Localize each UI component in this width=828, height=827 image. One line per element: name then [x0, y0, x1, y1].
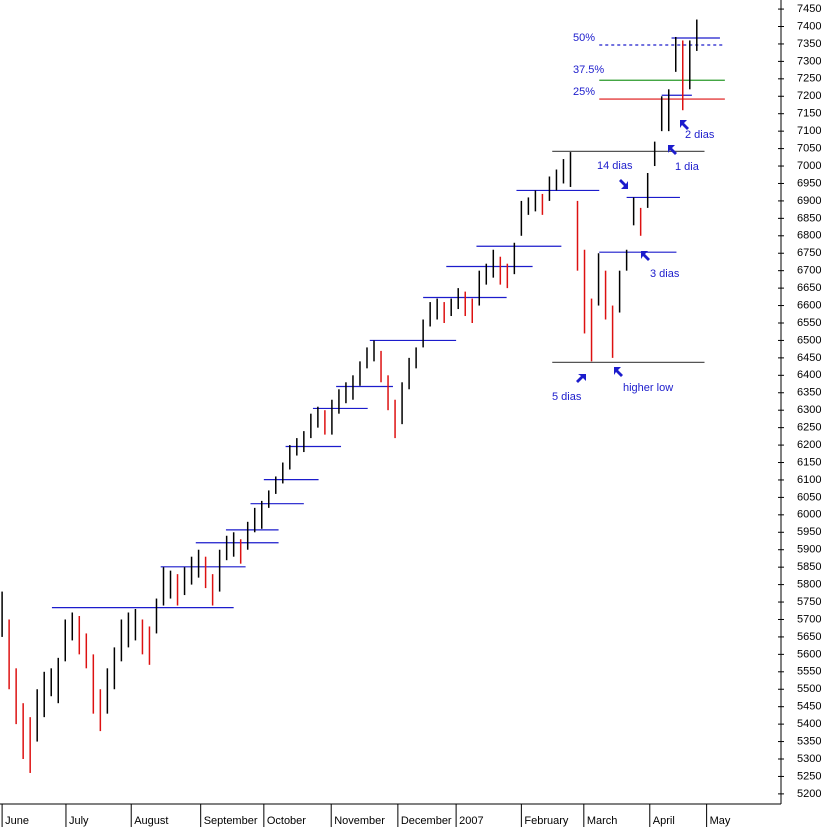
x-tick-label: June [5, 815, 29, 827]
y-tick-label: 6400 [797, 369, 821, 381]
y-tick-label: 5900 [797, 544, 821, 556]
annotation: 3 dias [650, 268, 680, 280]
y-tick-label: 5850 [797, 561, 821, 573]
y-tick-label: 6500 [797, 334, 821, 346]
arrow [619, 179, 628, 189]
x-tick-label: May [710, 815, 731, 827]
y-tick-label: 6800 [797, 230, 821, 242]
y-tick-label: 5450 [797, 701, 821, 713]
x-tick-label: December [401, 815, 452, 827]
y-tick-label: 6850 [797, 212, 821, 224]
arrow [641, 251, 650, 261]
y-tick-label: 5700 [797, 613, 821, 625]
y-tick-label: 6600 [797, 299, 821, 311]
y-tick-label: 6450 [797, 352, 821, 364]
x-tick-label: September [204, 815, 258, 827]
x-tick-label: March [587, 815, 618, 827]
y-tick-label: 6050 [797, 491, 821, 503]
y-tick-label: 7050 [797, 142, 821, 154]
x-tick-label: October [267, 815, 306, 827]
y-tick-label: 5350 [797, 735, 821, 747]
plot: 5200 5250 5300 5350 5400 5450 5500 5550 5600 5650… [1, 3, 821, 827]
arrows [576, 120, 689, 383]
x-tick-label: April [653, 815, 675, 827]
y-tick-label: 7100 [797, 125, 821, 137]
arrow [668, 145, 677, 155]
annotation: 25% [573, 86, 595, 98]
annotation: 37.5% [573, 64, 604, 76]
y-tick-label: 6650 [797, 282, 821, 294]
y-tick-label: 6750 [797, 247, 821, 259]
y-tick-label: 7350 [797, 38, 821, 50]
y-tick-label: 5300 [797, 753, 821, 765]
y-tick-label: 5400 [797, 718, 821, 730]
x-tick-label: July [69, 815, 89, 827]
y-tick-label: 7000 [797, 160, 821, 172]
annotation: 2 dias [685, 129, 715, 141]
y-tick-label: 6200 [797, 439, 821, 451]
x-tick-label: August [134, 815, 168, 827]
y-tick-label: 6000 [797, 509, 821, 521]
y-tick-label: 6300 [797, 404, 821, 416]
annotation: 14 dias [597, 160, 633, 172]
y-tick-label: 7400 [797, 20, 821, 32]
y-tick-label: 6550 [797, 317, 821, 329]
y-tick-label: 6900 [797, 195, 821, 207]
y-tick-label: 6700 [797, 265, 821, 277]
y-tick-label: 5650 [797, 631, 821, 643]
annotation: higher low [623, 382, 673, 394]
y-tick-label: 5250 [797, 770, 821, 782]
y-tick-label: 5200 [797, 788, 821, 800]
y-tick-label: 5500 [797, 683, 821, 695]
x-tick-label: 2007 [459, 815, 483, 827]
y-tick-label: 5550 [797, 666, 821, 678]
arrow [576, 374, 586, 383]
annotation: 1 dia [675, 161, 700, 173]
arrow [680, 120, 689, 130]
y-tick-label: 5950 [797, 526, 821, 538]
annotation: 50% [573, 32, 595, 44]
y-tick-label: 6950 [797, 177, 821, 189]
arrow [614, 367, 623, 377]
y-tick-label: 6350 [797, 387, 821, 399]
y-tick-label: 5600 [797, 648, 821, 660]
y-tick-label: 7250 [797, 73, 821, 85]
x-tick-label: November [334, 815, 385, 827]
y-tick-label: 7200 [797, 90, 821, 102]
y-tick-label: 5800 [797, 579, 821, 591]
annotation: 5 dias [552, 391, 582, 403]
y-tick-label: 6250 [797, 422, 821, 434]
y-tick-label: 7150 [797, 108, 821, 120]
y-tick-label: 6150 [797, 456, 821, 468]
y-tick-label: 7450 [797, 3, 821, 15]
x-tick-label: February [524, 815, 569, 827]
y-tick-label: 7300 [797, 55, 821, 67]
y-tick-label: 5750 [797, 596, 821, 608]
y-tick-label: 6100 [797, 474, 821, 486]
